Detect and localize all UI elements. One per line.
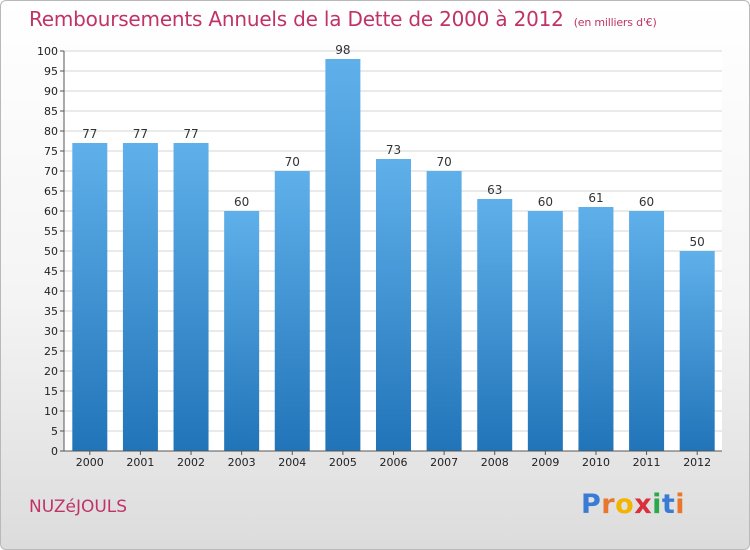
logo-letter: o [615,489,635,520]
logo-letter: i [652,489,662,520]
bar [72,143,108,451]
logo-letter: x [634,489,653,520]
data-label: 70 [436,155,451,169]
x-tick-label: 2007 [430,456,458,469]
x-tick-label: 2000 [76,456,104,469]
bar [173,143,209,451]
y-tick-label: 15 [44,385,58,398]
bar [274,171,310,451]
y-tick-label: 5 [51,425,58,438]
commune-name: NUZéJOULS [29,497,128,517]
logo-letter: i [675,489,686,520]
y-tick-label: 85 [44,105,58,118]
logo-letter: r [601,489,616,520]
data-label: 73 [386,143,401,157]
y-tick-label: 45 [44,265,58,278]
x-tick-label: 2006 [380,456,408,469]
bar [224,211,260,451]
chart-title: Remboursements Annuels de la Dette de 20… [29,7,657,31]
y-tick-label: 40 [44,285,58,298]
y-tick-label: 50 [44,245,58,258]
logo-letter: P [581,489,602,520]
bar [122,143,158,451]
bar [679,251,715,451]
y-tick-label: 95 [44,65,58,78]
data-label: 60 [234,195,249,209]
y-tick-label: 35 [44,305,58,318]
bar [629,211,665,451]
logo-letter: t [661,489,676,520]
y-tick-label: 75 [44,145,58,158]
bar [527,211,563,451]
y-tick-label: 80 [44,125,58,138]
chart-unit: (en milliers d'€) [573,16,657,29]
bar [477,199,513,451]
y-tick-label: 0 [51,445,58,458]
y-tick-label: 10 [44,405,58,418]
data-label: 70 [285,155,300,169]
y-tick-label: 25 [44,345,58,358]
x-tick-label: 2004 [278,456,306,469]
data-label: 63 [487,183,502,197]
y-tick-label: 65 [44,185,58,198]
data-label: 98 [335,43,350,57]
data-label: 60 [639,195,654,209]
bar [376,159,411,451]
x-tick-label: 2010 [582,456,610,469]
bar [426,171,462,451]
y-tick-label: 90 [44,85,58,98]
y-tick-label: 55 [44,225,58,238]
data-label: 61 [588,191,603,205]
y-tick-label: 20 [44,365,58,378]
x-tick-label: 2003 [228,456,256,469]
x-tick-label: 2001 [126,456,154,469]
x-tick-label: 2009 [531,456,559,469]
y-tick-label: 100 [37,45,58,58]
data-label: 77 [82,127,97,141]
y-tick-label: 30 [44,325,58,338]
bar [578,207,614,451]
data-label: 77 [183,127,198,141]
data-label: 60 [538,195,553,209]
data-label: 77 [133,127,148,141]
x-tick-label: 2005 [329,456,357,469]
data-label: 50 [690,235,705,249]
x-tick-label: 2012 [683,456,711,469]
x-tick-label: 2011 [633,456,661,469]
chart-title-text: Remboursements Annuels de la Dette de 20… [29,7,564,31]
y-tick-label: 70 [44,165,58,178]
y-tick-label: 60 [44,205,58,218]
x-tick-label: 2002 [177,456,205,469]
proxiti-logo: Proxiti [581,489,685,520]
x-tick-label: 2008 [481,456,509,469]
bar [325,59,361,451]
